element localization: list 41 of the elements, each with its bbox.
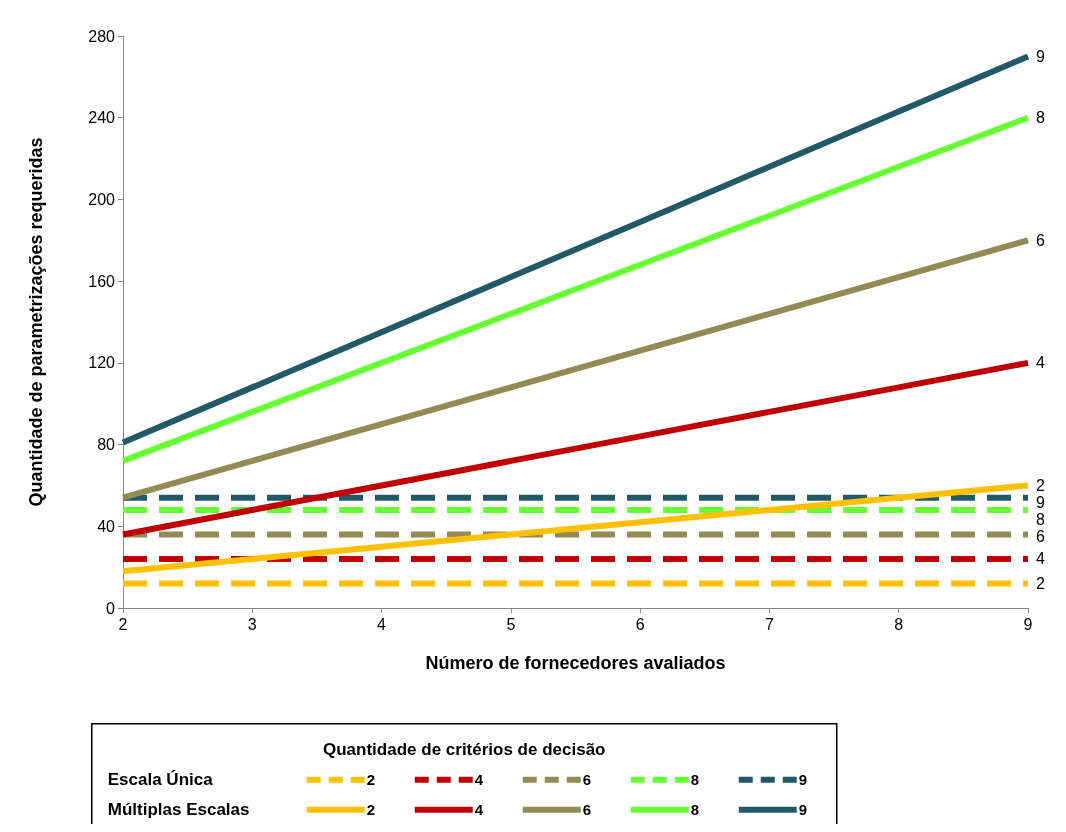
legend-label: 8: [690, 771, 700, 789]
text: 4: [1036, 354, 1045, 372]
x-tick-label: 9: [1023, 615, 1033, 633]
y-tick-label: 280: [88, 27, 116, 45]
y-tick-label: 200: [88, 190, 116, 208]
legend-title: Quantidade de critérios de decisão: [323, 740, 606, 760]
legend-label: 6: [582, 801, 592, 819]
text: 6: [1036, 231, 1045, 249]
legend-label: 4: [474, 771, 484, 789]
x-tick-label: 5: [506, 615, 516, 633]
legend-label: 4: [474, 801, 484, 819]
y-axis-title: Quantidade de parametrizações requeridas: [26, 137, 46, 507]
legend-label: 2: [366, 771, 376, 789]
x-tick-label: 7: [764, 615, 774, 633]
text: 2: [1036, 476, 1045, 494]
text: Múltiplas Escalas: [107, 800, 250, 820]
text: 9: [1036, 493, 1045, 511]
text: 9: [1036, 47, 1045, 65]
x-tick-label: 8: [894, 615, 904, 633]
x-tick-label: 4: [377, 615, 387, 633]
x-tick-label: 2: [118, 615, 128, 633]
y-tick-label: 240: [88, 109, 116, 127]
legend-label: 8: [690, 801, 700, 819]
legend-label: 6: [582, 771, 592, 789]
legend-label: 9: [798, 771, 808, 789]
y-tick-label: 160: [88, 272, 116, 290]
text: 4: [1036, 550, 1045, 568]
y-tick-label: 80: [97, 436, 116, 454]
x-tick-label: 3: [247, 615, 257, 633]
legend-label: 2: [366, 801, 376, 819]
y-tick-label: 0: [106, 599, 116, 617]
text: 6: [1036, 527, 1045, 545]
x-axis-title: Número de fornecedores avaliados: [425, 653, 726, 673]
text: Escala Única: [107, 770, 214, 790]
y-tick-label: 40: [97, 517, 116, 535]
y-tick-label: 120: [88, 354, 116, 372]
text: 2: [1036, 574, 1045, 592]
x-tick-label: 6: [635, 615, 645, 633]
text: 8: [1036, 510, 1045, 528]
text: 8: [1036, 109, 1045, 127]
legend-label: 9: [798, 801, 808, 819]
